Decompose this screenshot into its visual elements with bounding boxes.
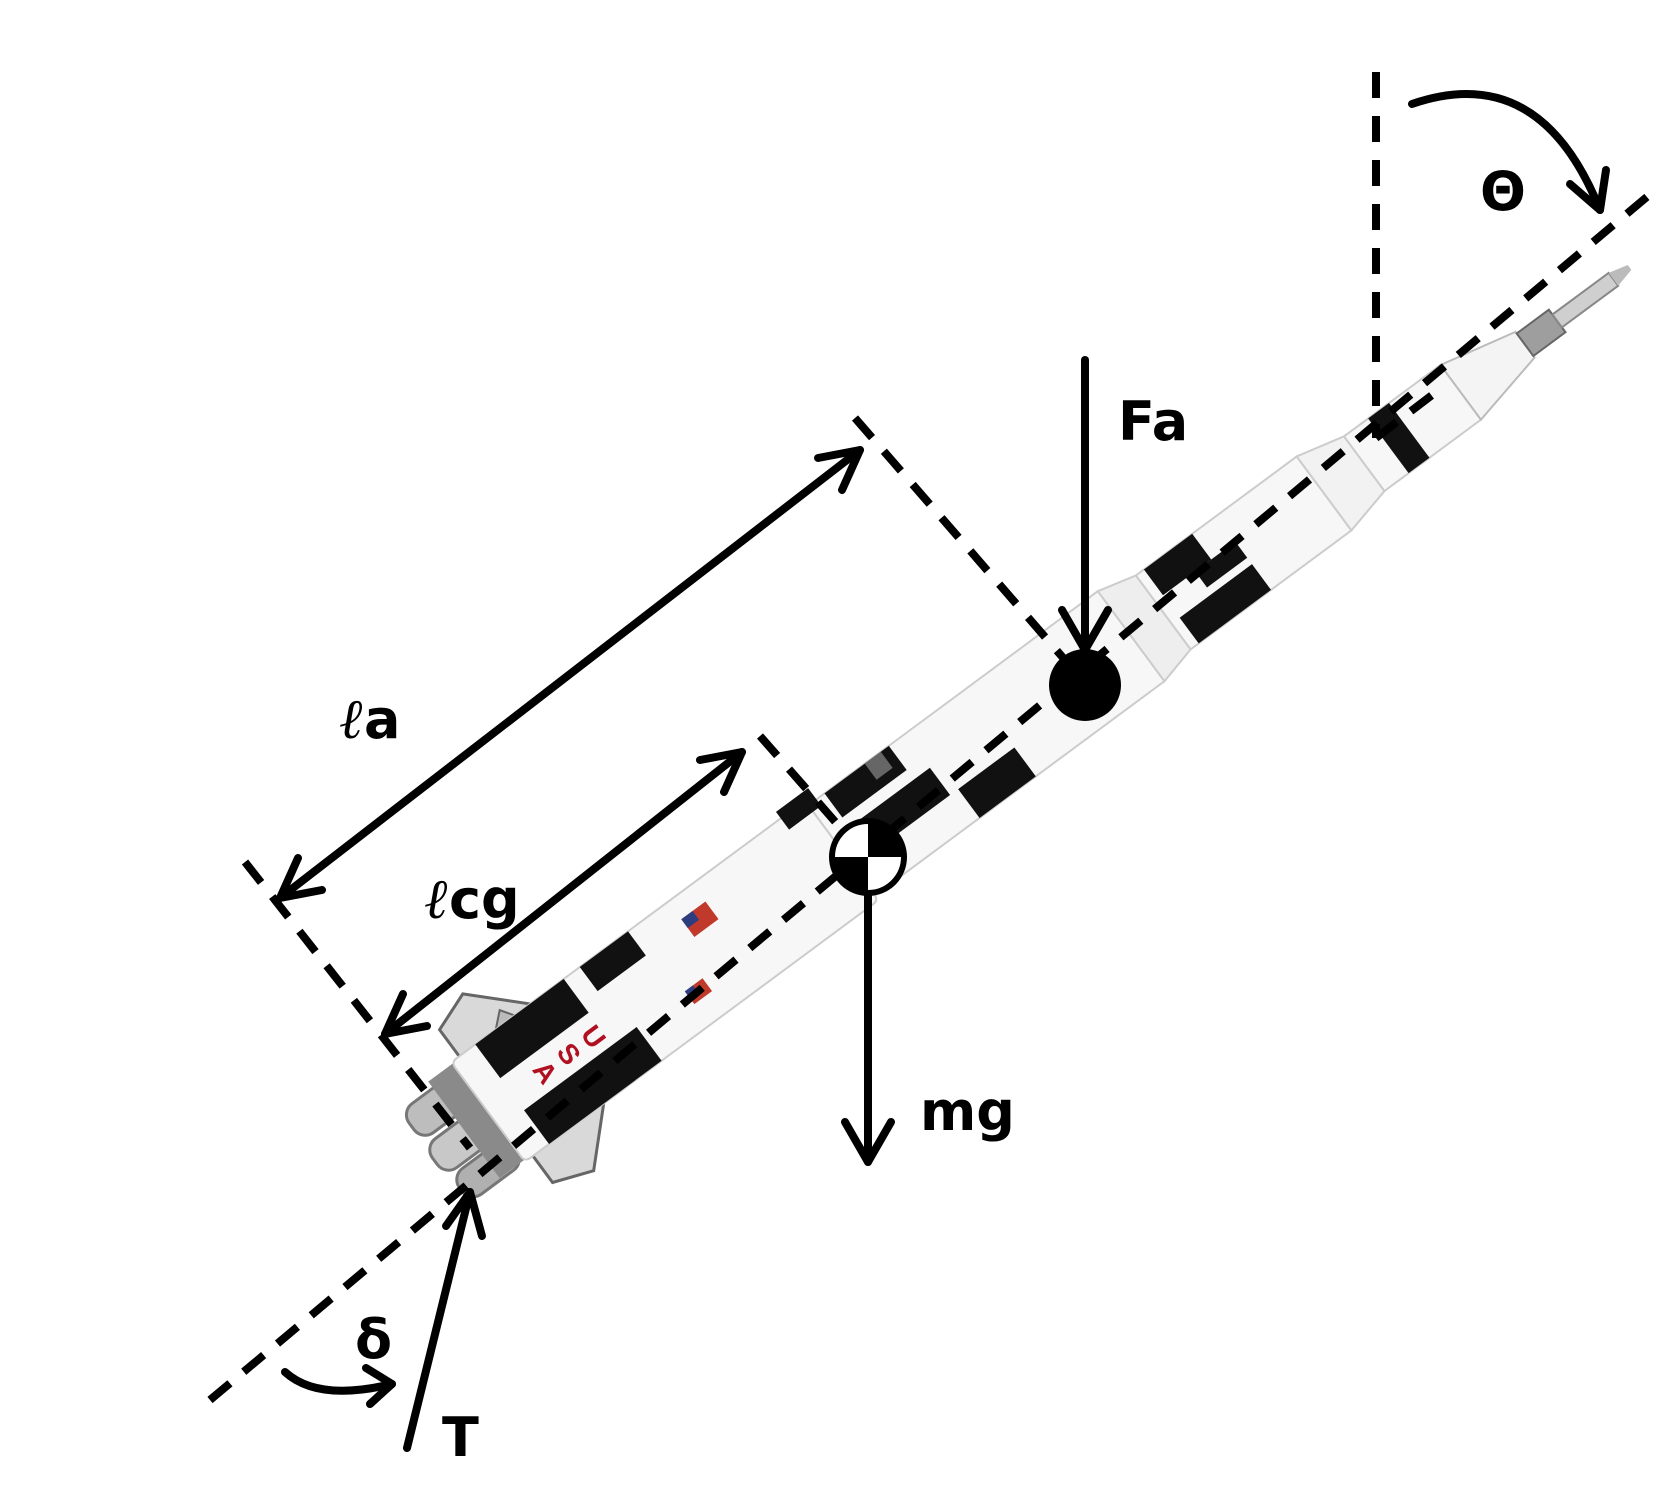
aero-force-label: Fa [1118,390,1188,453]
first-stage-stripe-bottom [524,1027,662,1145]
theta-label: Θ [1480,160,1526,223]
thrust-label: T [442,1406,479,1469]
base-perpendicular-line [241,859,474,1151]
thrust-force-arrow [403,1188,486,1452]
length-cg-dimension-arrow [381,748,746,1038]
pitch-angle-arc [1408,90,1610,214]
first-stage: U S A [452,801,878,1161]
cp-perpendicular-line [851,415,1069,663]
flag-decal-1 [681,901,719,937]
gimbal-angle-arc [281,1364,396,1408]
center-of-gravity-marker [829,818,907,896]
rocket-illustration: U S A [404,264,1632,1199]
launch-escape-tower [1515,264,1632,358]
weight-force-arrow [841,886,895,1166]
first-stage-stripe-top [475,978,589,1079]
cg-perpendicular-line [756,733,864,853]
dimension-arrows [276,446,864,1038]
rocket-longitudinal-axis [207,182,1663,1404]
length-a-dimension-arrow [276,446,864,902]
command-module [1438,330,1536,422]
first-stage-body [452,801,878,1161]
length-cg-symbol: ℓ [425,866,449,932]
tip-extension-line [1373,388,1439,442]
angle-arcs [281,90,1610,1408]
first-stage-stripe-top-2 [579,931,646,992]
weight-label: mg [920,1080,1015,1143]
center-of-pressure-marker [1049,649,1121,721]
length-a-symbol: ℓ [340,686,364,752]
reference-lines [207,72,1663,1404]
length-cg-label: ℓcg [425,866,520,932]
length-a-suffix: a [364,688,400,751]
length-cg-suffix: cg [449,868,520,931]
length-a-label: ℓa [340,686,400,752]
gimbal-angle-label: δ [355,1308,392,1371]
